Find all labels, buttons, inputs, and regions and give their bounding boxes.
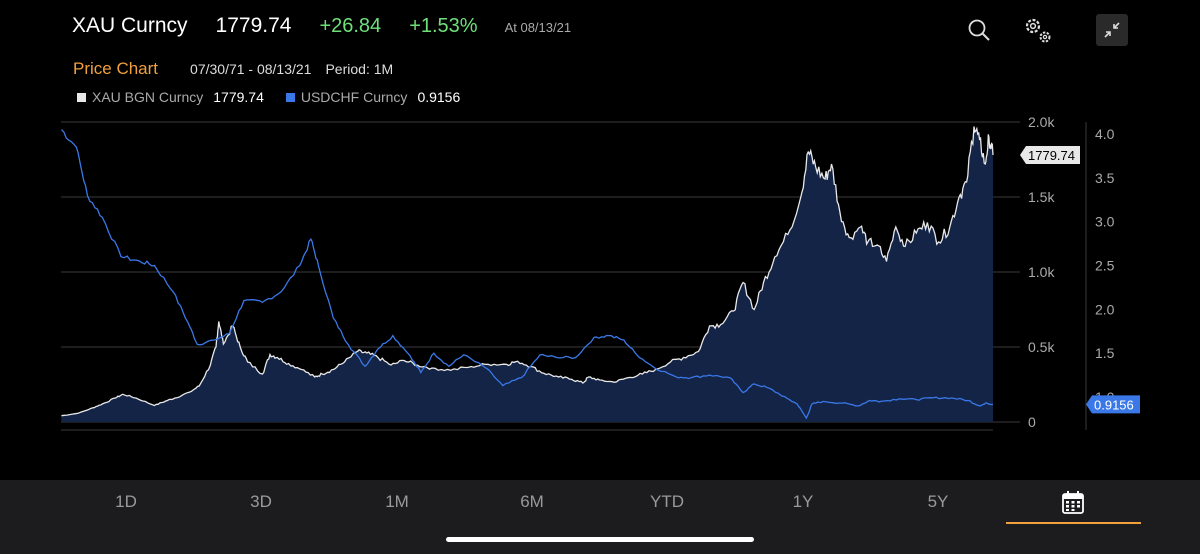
tab-1d[interactable]: 1D [115,492,137,511]
ticker-symbol: XAU Curncy [72,14,188,37]
usdchf-last-label: 0.9156 [1094,397,1134,412]
search-icon[interactable] [966,17,992,43]
y-right-tick-label: 2.5 [1095,258,1115,274]
y-right-tick-label: 2.0 [1095,301,1115,317]
period-label: Period: 1M [325,61,394,77]
usdchf-line[interactable] [60,129,994,420]
tab-5y[interactable]: 5Y [927,492,949,511]
xau-area [61,126,993,422]
y-left-tick-label: 2.0k [1028,114,1055,130]
tab-ytd[interactable]: YTD [650,492,684,511]
date-range: 07/30/71 - 08/13/21 [190,61,312,77]
percent-change: +1.53% [409,15,478,37]
usdchf-last-tag [1086,395,1140,414]
y-left-tick-label: 1.5k [1028,189,1055,205]
home-indicator [446,537,754,542]
period-tab-bar: 1D 3D 1M 6M YTD 1Y 5Y [0,480,1200,554]
legend-name-xau: XAU BGN Curncy [92,89,204,105]
tab-1y[interactable]: 1Y [792,492,814,511]
collapse-icon[interactable] [1096,14,1128,46]
xau-line[interactable] [61,126,994,417]
y-left-tick-label: 0.5k [1028,339,1055,355]
net-change: +26.84 [319,15,382,37]
tab-3d[interactable]: 3D [250,492,272,511]
price-chart[interactable]: 00.5k1.0k1.5k2.0k1.01.52.02.53.03.54.017… [0,0,1200,480]
legend-swatch-usdchf [285,92,295,102]
gear-icon[interactable] [1020,14,1056,46]
tab-1m[interactable]: 1M [385,492,409,511]
legend-value-xau: 1779.74 [213,89,264,105]
calendar-icon[interactable] [1062,491,1084,514]
last-price: 1779.74 [215,14,292,37]
chart-legend: XAU BGN Curncy 1779.74 USDCHF Curncy 0.9… [77,89,460,105]
chart-subheader: Price Chart 07/30/71 - 08/13/21 Period: … [73,59,393,79]
quote-header: XAU Curncy 1779.74 +26.84 +1.53% At 08/1… [72,14,571,38]
as-of-date: At 08/13/21 [504,20,572,35]
xau-last-label: 1779.74 [1028,148,1075,163]
y-right-tick-label: 3.0 [1095,214,1115,230]
legend-swatch-xau [77,92,86,102]
active-tab-indicator [1006,522,1141,524]
tab-6m[interactable]: 6M [520,492,544,511]
y-right-tick-label: 3.5 [1095,170,1115,186]
y-right-tick-label: 4.0 [1095,126,1115,142]
legend-value-usdchf: 0.9156 [417,89,461,105]
y-left-tick-label: 0 [1028,414,1036,430]
chart-title: Price Chart [73,59,159,78]
y-right-tick-label: 1.5 [1095,345,1115,361]
legend-name-usdchf: USDCHF Curncy [300,89,408,105]
y-left-tick-label: 1.0k [1028,264,1055,280]
xau-last-tag [1020,146,1080,165]
